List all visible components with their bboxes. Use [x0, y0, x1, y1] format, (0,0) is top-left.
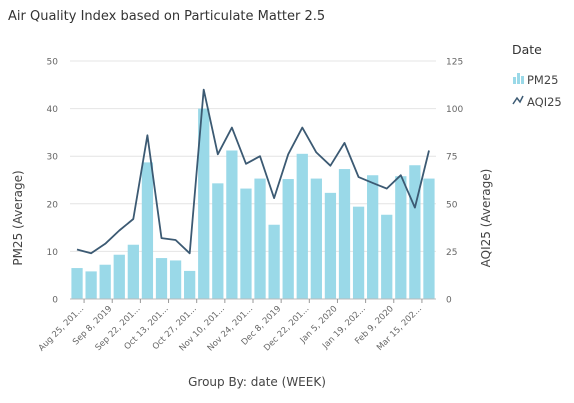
- bar-pm25: [352, 206, 365, 299]
- legend-item-pm25[interactable]: PM25: [512, 72, 559, 87]
- bar-pm25: [409, 165, 421, 299]
- bar-pm25: [226, 150, 238, 299]
- bar-pm25: [99, 264, 111, 299]
- y-tick-label: 40: [47, 105, 59, 115]
- bar-pm25: [71, 268, 83, 299]
- line-aqi25: [76, 88, 430, 255]
- line-swatch-icon: [512, 94, 524, 109]
- y-tick-label: 50: [47, 58, 59, 68]
- bar-pm25: [296, 153, 308, 299]
- y2-tick-label: 0: [446, 296, 452, 306]
- bar-pm25: [85, 271, 97, 299]
- bar-pm25: [324, 192, 337, 299]
- bar-pm25: [381, 214, 393, 299]
- bar-pm25: [155, 258, 168, 299]
- legend-item-aqi25[interactable]: AQI25: [512, 94, 562, 109]
- bar-pm25: [169, 260, 182, 299]
- bar-pm25: [127, 244, 139, 299]
- bars-pm25: [71, 108, 435, 299]
- line-aqi25-path: [76, 88, 430, 255]
- y2-tick-label: 75: [446, 153, 457, 163]
- y2-tick-label: 100: [446, 105, 463, 115]
- y-tick-label: 30: [47, 153, 59, 163]
- legend-title: Date: [512, 42, 542, 57]
- bar-pm25: [198, 108, 210, 299]
- legend-label-aqi25: AQI25: [527, 94, 562, 109]
- bar-pm25: [367, 175, 379, 299]
- bar-pm25: [184, 270, 196, 299]
- x-axis-title: Group By: date (WEEK): [188, 375, 326, 389]
- bar-pm25: [141, 162, 154, 299]
- bar-pm25: [395, 176, 407, 299]
- chart-title: Air Quality Index based on Particulate M…: [8, 9, 326, 24]
- y2-tick-label: 125: [446, 58, 463, 68]
- bar-pm25: [310, 178, 322, 299]
- bar-pm25: [113, 254, 125, 299]
- bar-pm25: [282, 179, 294, 299]
- legend-label-pm25: PM25: [527, 72, 559, 87]
- bar-pm25: [254, 178, 266, 299]
- bar-pm25: [212, 183, 224, 299]
- bar-pm25: [423, 178, 435, 299]
- y2-axis-title: AQI25 (Average): [479, 169, 493, 268]
- y2-tick-label: 25: [446, 248, 457, 258]
- bar-pm25: [240, 188, 252, 299]
- y-tick-label: 0: [52, 296, 58, 306]
- y-tick-label: 10: [47, 248, 59, 258]
- bar-pm25: [338, 169, 351, 299]
- bar-swatch-icon: [512, 72, 524, 87]
- y-axis-title: PM25 (Average): [11, 170, 25, 265]
- y-tick-label: 20: [47, 200, 59, 210]
- y2-tick-label: 50: [446, 200, 458, 210]
- bar-pm25: [268, 224, 280, 299]
